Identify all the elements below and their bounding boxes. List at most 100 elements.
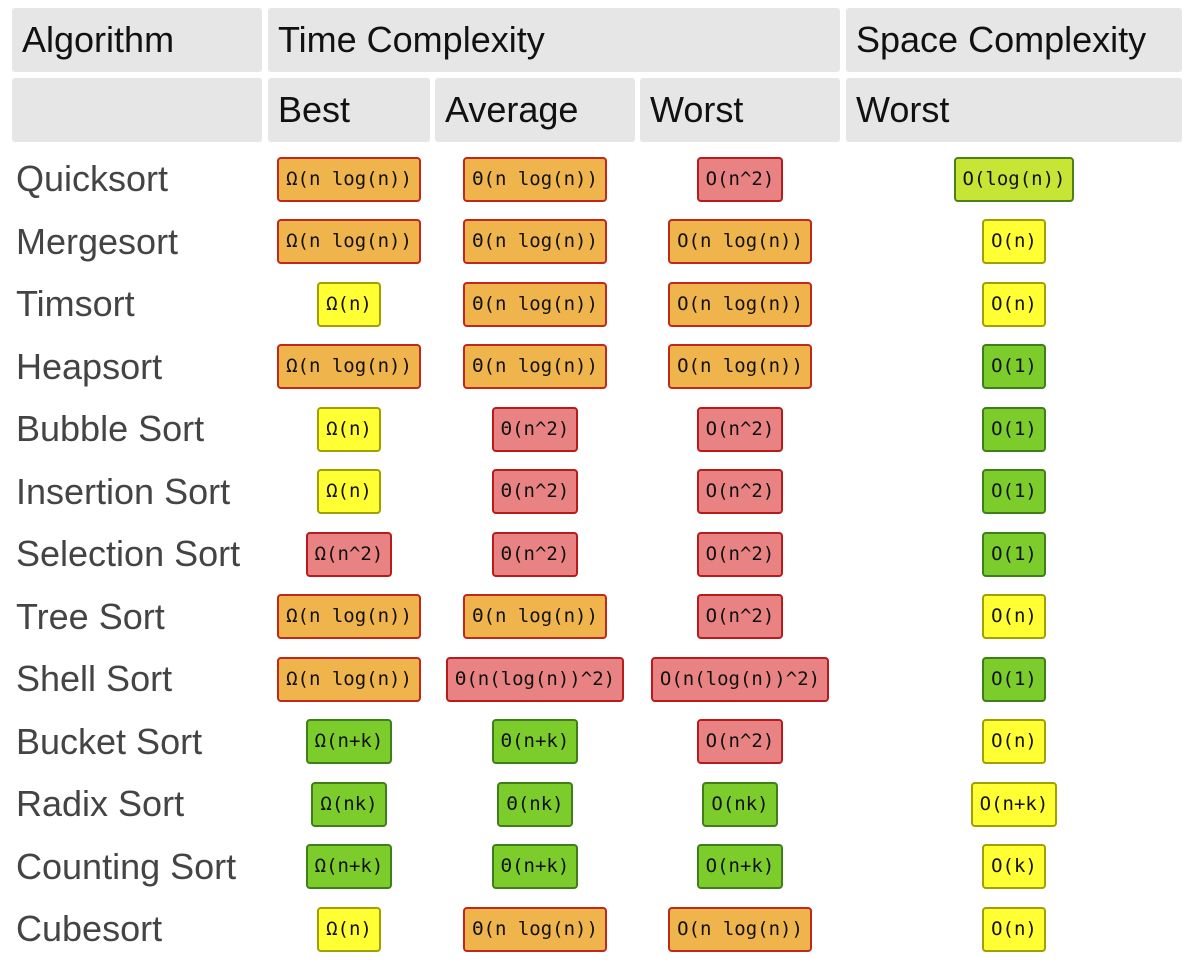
complexity-badge: Ω(n) [317,469,381,514]
header-cell: Best [268,78,430,142]
complexity-cell: Ω(n+k) [268,711,430,773]
complexity-badge: O(1) [982,656,1046,702]
complexity-cell: O(1) [846,523,1182,585]
complexity-cell: O(n^2) [640,523,840,585]
complexity-cell: Ω(n log(n)) [268,586,430,648]
complexity-badge: Θ(n log(n)) [463,156,607,202]
complexity-cell: O(nk) [640,773,840,835]
complexity-cell: O(1) [846,648,1182,710]
complexity-badge: Ω(n+k) [305,844,393,889]
complexity-cell: Θ(n^2) [435,461,635,523]
complexity-badge: O(n log(n)) [668,281,812,327]
algorithm-name: Timsort [16,283,135,324]
algorithm-name: Bucket Sort [16,720,203,762]
complexity-badge: Ω(n log(n)) [277,156,421,202]
complexity-badge: Ω(n) [317,906,381,952]
header-cell: Space Complexity [846,8,1182,72]
complexity-cell: O(1) [846,336,1182,398]
complexity-badge: O(n log(n)) [668,219,812,264]
complexity-cell: Θ(n+k) [435,711,635,773]
complexity-cell: O(k) [846,836,1182,898]
complexity-cell: Θ(n log(n)) [435,273,635,335]
complexity-cell: Θ(n log(n)) [435,586,635,648]
complexity-badge: O(n) [982,281,1046,327]
complexity-cell: O(n) [846,273,1182,335]
header-cell: Time Complexity [268,8,840,72]
complexity-badge: Ω(n+k) [305,719,393,764]
complexity-badge: O(1) [982,469,1046,514]
complexity-cell: Θ(n^2) [435,523,635,585]
algorithm-name: Shell Sort [16,658,173,699]
complexity-cell: Ω(n log(n)) [268,336,430,398]
complexity-badge: Θ(n^2) [491,531,579,577]
header-cell: Average [435,78,635,142]
complexity-cell: O(n) [846,586,1182,648]
complexity-cell: O(n^2) [640,461,840,523]
complexity-badge: Θ(n(log(n))^2) [445,656,625,702]
algorithm-name: Cubesort [16,908,163,949]
complexity-badge: O(n) [982,719,1046,764]
complexity-badge: O(nk) [702,781,778,827]
complexity-cell: Ω(n) [268,273,430,335]
complexity-cell: O(n+k) [846,773,1182,835]
complexity-cell: O(n^2) [640,398,840,460]
complexity-badge: O(log(n)) [953,156,1075,202]
complexity-cell: O(n(log(n))^2) [640,648,840,710]
complexity-cell: Ω(n) [268,398,430,460]
complexity-badge: Θ(n log(n)) [463,344,607,389]
complexity-badge: O(k) [982,844,1046,889]
complexity-badge: O(1) [982,344,1046,389]
complexity-badge: Θ(n log(n)) [463,281,607,327]
complexity-badge: O(n) [982,219,1046,264]
algorithm-name: Mergesort [16,220,179,262]
algorithm-name: Tree Sort [16,595,165,637]
complexity-cell: Θ(n log(n)) [435,211,635,273]
complexity-badge: O(1) [982,531,1046,577]
header-cell [12,78,262,142]
complexity-cell: Θ(n log(n)) [435,148,635,210]
header-cell: Algorithm [12,8,262,72]
complexity-badge: Θ(n^2) [491,469,579,514]
complexity-cell: Ω(n^2) [268,523,430,585]
complexity-cell: O(n log(n)) [640,273,840,335]
complexity-badge: O(n^2) [696,594,784,639]
complexity-badge: Θ(n+k) [491,719,579,764]
complexity-badge: Ω(n log(n)) [277,344,421,389]
complexity-cell: O(n^2) [640,586,840,648]
complexity-cell: O(n) [846,898,1182,960]
algorithm-name: Selection Sort [16,533,241,574]
algorithm-name: Heapsort [16,345,163,387]
complexity-badge: Θ(nk) [497,781,573,827]
complexity-cell: Θ(n^2) [435,398,635,460]
complexity-cell: Ω(n log(n)) [268,211,430,273]
complexity-badge: O(n+k) [696,844,784,889]
complexity-badge: Ω(n) [317,281,381,327]
complexity-badge: O(n^2) [696,156,784,202]
complexity-badge: Ω(n log(n)) [277,656,421,702]
complexity-cell: O(n^2) [640,148,840,210]
complexity-badge: O(n^2) [696,406,784,452]
complexity-badge: O(n) [982,906,1046,952]
complexity-cell: O(n) [846,211,1182,273]
complexity-cell: Ω(nk) [268,773,430,835]
complexity-badge: Θ(n^2) [491,406,579,452]
complexity-badge: Ω(n log(n)) [277,219,421,264]
complexity-badge: O(1) [982,406,1046,452]
complexity-badge: O(n log(n)) [668,906,812,952]
complexity-cell: Θ(n log(n)) [435,336,635,398]
complexity-cell: Ω(n) [268,461,430,523]
complexity-badge: Θ(n+k) [491,844,579,889]
complexity-cell: Ω(n log(n)) [268,148,430,210]
complexity-cell: O(n^2) [640,711,840,773]
complexity-cell: O(1) [846,461,1182,523]
complexity-cell: Ω(n) [268,898,430,960]
complexity-badge: O(n(log(n))^2) [650,656,830,702]
complexity-badge: Θ(n log(n)) [463,906,607,952]
algorithm-name: Insertion Sort [16,470,231,512]
complexity-cell: O(n) [846,711,1182,773]
complexity-badge: Ω(n log(n)) [277,594,421,639]
algorithm-name: Bubble Sort [16,408,205,449]
complexity-cell: Ω(n+k) [268,836,430,898]
complexity-badge: Θ(n log(n)) [463,594,607,639]
algorithm-name: Quicksort [16,158,169,199]
